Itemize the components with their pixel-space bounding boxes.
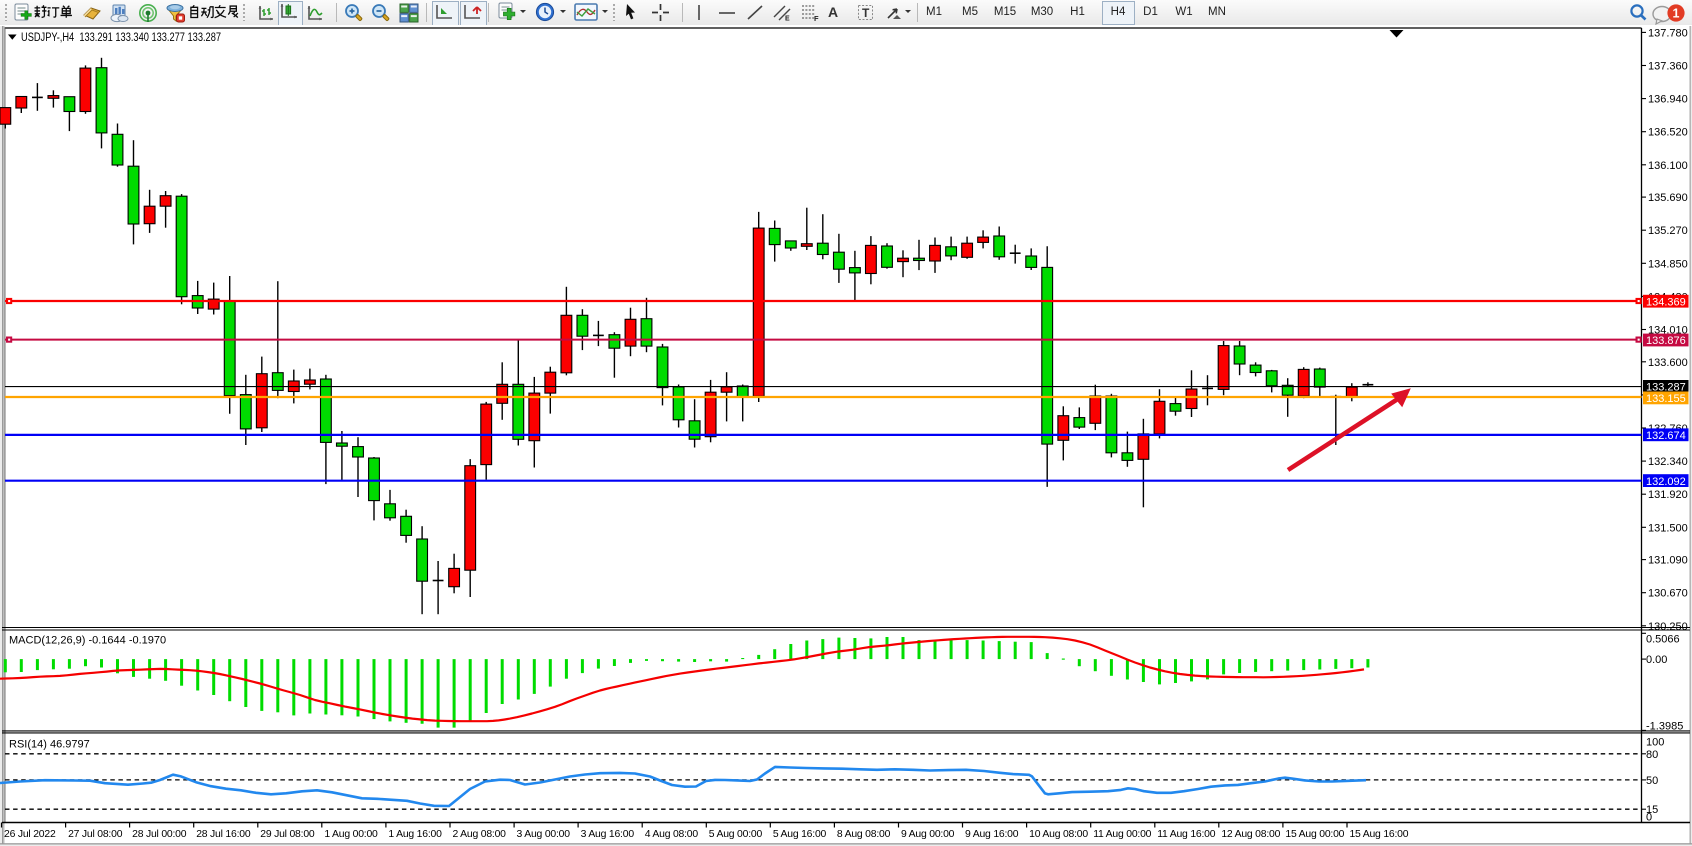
svg-text:133.155: 133.155 — [1646, 393, 1686, 405]
svg-text:131.090: 131.090 — [1648, 555, 1688, 567]
svg-text:28 Jul 16:00: 28 Jul 16:00 — [196, 829, 251, 840]
svg-text:-1.3985: -1.3985 — [1646, 720, 1683, 732]
svg-text:134.850: 134.850 — [1648, 258, 1688, 270]
svg-text:132.092: 132.092 — [1646, 476, 1686, 488]
svg-text:12 Aug 08:00: 12 Aug 08:00 — [1221, 829, 1280, 840]
svg-text:133.600: 133.600 — [1648, 357, 1688, 369]
svg-text:28 Jul 00:00: 28 Jul 00:00 — [132, 829, 187, 840]
svg-text:80: 80 — [1646, 749, 1658, 761]
svg-text:136.520: 136.520 — [1648, 127, 1688, 139]
svg-text:USDJPY-,H4 133.291 133.340 13: USDJPY-,H4 133.291 133.340 133.277 133.2… — [21, 32, 221, 44]
svg-text:132.340: 132.340 — [1648, 456, 1688, 468]
svg-text:130.250: 130.250 — [1648, 621, 1688, 633]
svg-text:1: 1 — [1673, 6, 1680, 20]
svg-text:1 Aug 16:00: 1 Aug 16:00 — [388, 829, 442, 840]
svg-text:134.010: 134.010 — [1648, 324, 1688, 336]
svg-text:9 Aug 00:00: 9 Aug 00:00 — [901, 829, 955, 840]
svg-text:3 Aug 16:00: 3 Aug 16:00 — [581, 829, 635, 840]
svg-text:131.920: 131.920 — [1648, 489, 1688, 501]
svg-text:0: 0 — [1646, 811, 1652, 823]
svg-text:27 Jul 08:00: 27 Jul 08:00 — [68, 829, 123, 840]
svg-text:130.670: 130.670 — [1648, 588, 1688, 600]
svg-text:RSI(14) 46.9797: RSI(14) 46.9797 — [9, 739, 90, 751]
svg-text:15: 15 — [1646, 804, 1658, 816]
svg-text:135.270: 135.270 — [1648, 225, 1688, 237]
svg-text:4 Aug 08:00: 4 Aug 08:00 — [645, 829, 699, 840]
svg-text:E: E — [785, 16, 790, 23]
svg-text:0.00: 0.00 — [1646, 654, 1667, 666]
svg-text:133.876: 133.876 — [1646, 335, 1686, 347]
svg-text:137.780: 137.780 — [1648, 27, 1688, 39]
svg-text:F: F — [814, 14, 819, 22]
svg-text:5 Aug 00:00: 5 Aug 00:00 — [709, 829, 763, 840]
svg-text:10 Aug 08:00: 10 Aug 08:00 — [1029, 829, 1088, 840]
svg-text:29 Jul 08:00: 29 Jul 08:00 — [260, 829, 315, 840]
svg-text:2 Aug 08:00: 2 Aug 08:00 — [452, 829, 506, 840]
svg-text:131.500: 131.500 — [1648, 522, 1688, 534]
svg-text:8 Aug 08:00: 8 Aug 08:00 — [837, 829, 891, 840]
svg-text:26 Jul 2022: 26 Jul 2022 — [4, 829, 56, 840]
svg-text:T: T — [862, 6, 870, 20]
svg-text:15 Aug 00:00: 15 Aug 00:00 — [1285, 829, 1344, 840]
svg-text:3 Aug 00:00: 3 Aug 00:00 — [517, 829, 571, 840]
svg-text:5 Aug 16:00: 5 Aug 16:00 — [773, 829, 827, 840]
svg-text:MACD(12,26,9) -0.1644 -0.1970: MACD(12,26,9) -0.1644 -0.1970 — [9, 635, 166, 647]
svg-text:137.360: 137.360 — [1648, 60, 1688, 72]
svg-text:1 Aug 00:00: 1 Aug 00:00 — [324, 829, 378, 840]
svg-text:100: 100 — [1646, 737, 1664, 749]
svg-text:9 Aug 16:00: 9 Aug 16:00 — [965, 829, 1019, 840]
svg-text:135.690: 135.690 — [1648, 192, 1688, 204]
svg-text:133.287: 133.287 — [1646, 382, 1686, 394]
svg-text:132.674: 132.674 — [1646, 430, 1686, 442]
svg-text:136.100: 136.100 — [1648, 160, 1688, 172]
svg-text:0.5066: 0.5066 — [1646, 634, 1680, 646]
svg-text:15 Aug 16:00: 15 Aug 16:00 — [1349, 829, 1408, 840]
svg-text:11 Aug 16:00: 11 Aug 16:00 — [1157, 829, 1215, 840]
svg-text:50: 50 — [1646, 775, 1658, 787]
svg-text:134.369: 134.369 — [1646, 296, 1686, 308]
svg-text:136.940: 136.940 — [1648, 94, 1688, 106]
svg-text:11 Aug 00:00: 11 Aug 00:00 — [1093, 829, 1151, 840]
